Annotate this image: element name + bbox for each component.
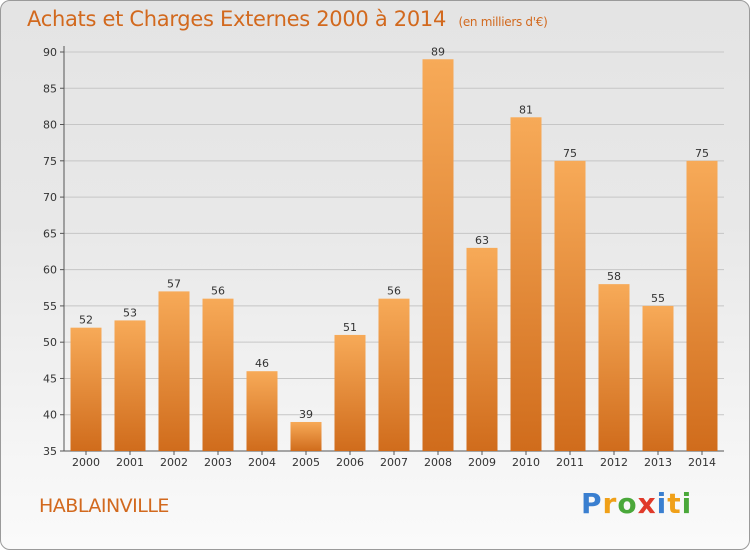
y-tick-label: 45 bbox=[43, 372, 57, 385]
value-label: 89 bbox=[431, 45, 445, 58]
bar bbox=[290, 421, 322, 451]
value-label: 63 bbox=[475, 234, 489, 247]
x-tick-label: 2011 bbox=[556, 456, 584, 469]
y-tick-label: 80 bbox=[43, 119, 57, 132]
y-tick-label: 90 bbox=[43, 46, 57, 59]
x-tick-label: 2001 bbox=[116, 456, 144, 469]
x-tick-label: 2004 bbox=[248, 456, 276, 469]
bar bbox=[510, 117, 542, 452]
value-label: 56 bbox=[387, 285, 401, 298]
value-label: 75 bbox=[563, 147, 577, 160]
bar bbox=[686, 160, 718, 451]
y-tick-label: 75 bbox=[43, 155, 57, 168]
bar bbox=[202, 298, 234, 451]
logo-letter: P bbox=[581, 487, 603, 520]
bar bbox=[422, 59, 454, 451]
bars bbox=[70, 59, 718, 452]
commune-name: HABLAINVILLE bbox=[39, 495, 169, 517]
logo-letter: i bbox=[656, 487, 668, 520]
x-tick-label: 2013 bbox=[644, 456, 672, 469]
bar bbox=[246, 371, 278, 451]
value-label: 75 bbox=[695, 147, 709, 160]
y-tick-label: 40 bbox=[43, 409, 57, 422]
x-tick-label: 2010 bbox=[512, 456, 540, 469]
value-label: 39 bbox=[299, 408, 313, 421]
y-tick-label: 65 bbox=[43, 227, 57, 240]
value-label: 52 bbox=[79, 314, 93, 327]
x-tick-label: 2005 bbox=[292, 456, 320, 469]
y-tick-label: 85 bbox=[43, 82, 57, 95]
y-tick-label: 70 bbox=[43, 191, 57, 204]
bar bbox=[114, 320, 146, 451]
value-label: 46 bbox=[255, 357, 269, 370]
chart-title: Achats et Charges Externes 2000 à 2014 (… bbox=[27, 7, 548, 31]
x-tick-label: 2012 bbox=[600, 456, 628, 469]
chart-title-text: Achats et Charges Externes 2000 à 2014 bbox=[27, 7, 447, 31]
value-label: 81 bbox=[519, 103, 533, 116]
x-tick-label: 2002 bbox=[160, 456, 188, 469]
bar bbox=[466, 247, 498, 451]
value-label: 56 bbox=[211, 285, 225, 298]
bar bbox=[158, 291, 190, 451]
logo-letter: i bbox=[681, 487, 693, 520]
labels: 52 53 57 56 46 39 51 56 89 63 81 75 58 55 75 bbox=[79, 45, 709, 421]
logo-letter: r bbox=[602, 487, 618, 520]
x-tick-label: 2009 bbox=[468, 456, 496, 469]
logo-letter: o bbox=[617, 487, 638, 520]
x-tick-label: 2008 bbox=[424, 456, 452, 469]
proxiti-logo: Proxiti bbox=[581, 487, 692, 520]
logo-letter: t bbox=[667, 487, 682, 520]
value-label: 51 bbox=[343, 321, 357, 334]
bar bbox=[554, 160, 586, 451]
bar bbox=[70, 327, 102, 451]
y-tick-label: 50 bbox=[43, 336, 57, 349]
y-tick-label: 55 bbox=[43, 300, 57, 313]
logo-letter: x bbox=[637, 487, 657, 520]
value-label: 55 bbox=[651, 292, 665, 305]
bar bbox=[378, 298, 410, 451]
bar bbox=[598, 284, 630, 451]
value-label: 58 bbox=[607, 270, 621, 283]
value-label: 53 bbox=[123, 306, 137, 319]
bar bbox=[642, 305, 674, 451]
y-tick-label: 60 bbox=[43, 264, 57, 277]
x-tick-label: 2006 bbox=[336, 456, 364, 469]
x-tick-label: 2000 bbox=[72, 456, 100, 469]
bar bbox=[334, 334, 366, 451]
x-tick-label: 2007 bbox=[380, 456, 408, 469]
x-tick-label: 2003 bbox=[204, 456, 232, 469]
y-tick-label: 35 bbox=[43, 445, 57, 458]
value-label: 57 bbox=[167, 277, 181, 290]
chart-subtitle: (en milliers d'€) bbox=[458, 15, 548, 29]
x-tick-label: 2014 bbox=[688, 456, 716, 469]
